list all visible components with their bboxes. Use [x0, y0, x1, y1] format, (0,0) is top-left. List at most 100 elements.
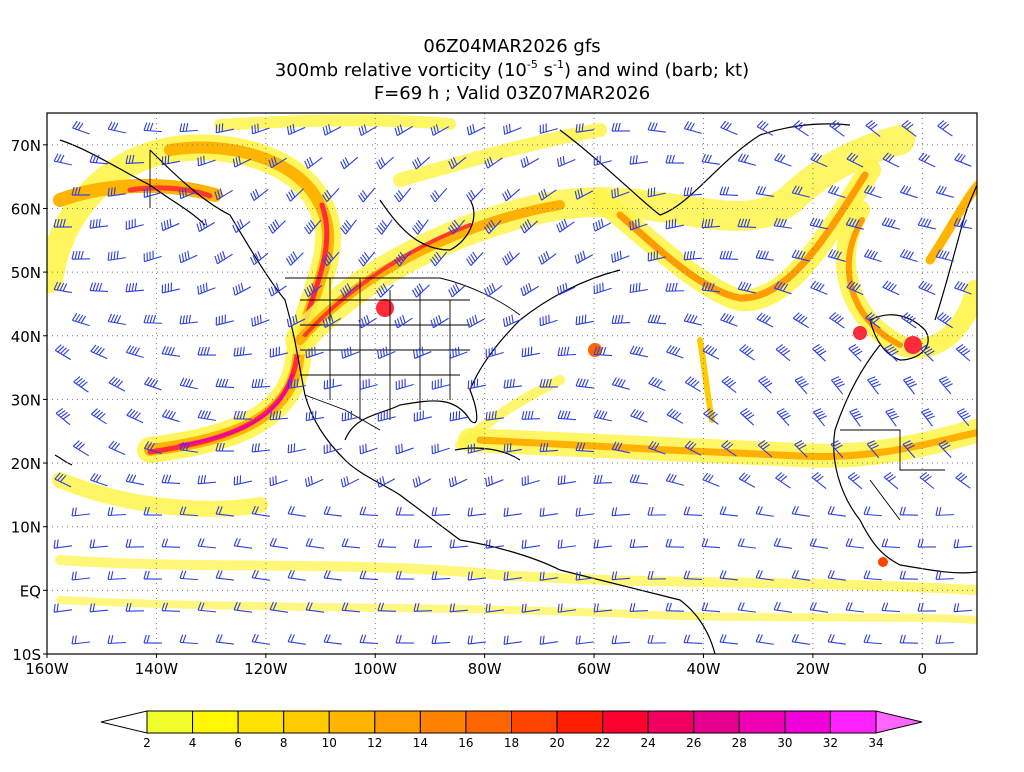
lat-tick-label: 20N	[11, 455, 41, 473]
wind-barb-feather	[528, 347, 529, 355]
wind-barb-feather	[273, 477, 274, 485]
colorbar-label: 16	[458, 736, 473, 750]
wind-barb-feather	[270, 478, 271, 486]
lon-tick-label: 160W	[25, 660, 69, 678]
colorbar-box	[147, 711, 193, 733]
colorbar-box	[420, 711, 466, 733]
wind-barb-feather	[633, 221, 634, 229]
colorbar-box	[785, 711, 831, 733]
colorbar-box	[466, 711, 512, 733]
title-line-3: F=69 h ; Valid 03Z07MAR2026	[374, 83, 650, 104]
vorticity-max-iberia	[904, 336, 922, 354]
wind-barb-feather	[366, 444, 367, 452]
wind-barb-feather	[576, 316, 577, 324]
wind-barb-feather	[306, 412, 307, 420]
colorbar-box	[284, 711, 330, 733]
title-line-1: 06Z04MAR2026 gfs	[423, 36, 600, 57]
wind-barb-feather	[456, 348, 457, 356]
wind-barb-feather	[315, 411, 316, 419]
colorbar-label: 10	[322, 736, 337, 750]
wind-barb-feather	[522, 348, 523, 356]
wind-barb-feather	[399, 445, 400, 453]
wind-barb-feather	[201, 157, 202, 165]
colorbar-box	[375, 711, 421, 733]
wind-barb-shaft	[162, 547, 180, 548]
wind-barb-feather	[453, 349, 454, 357]
wind-barb-feather	[450, 350, 451, 358]
lon-tick-label: 120W	[244, 660, 288, 678]
wind-barb-feather	[612, 190, 613, 198]
wind-barb-shaft	[162, 611, 180, 612]
wind-barb-feather	[618, 188, 619, 196]
colorbar-box	[603, 711, 649, 733]
wind-barb-feather	[162, 156, 163, 164]
colorbar-arrow-high	[876, 711, 922, 733]
lat-tick-label: 40N	[11, 328, 41, 346]
colorbar-label: 6	[234, 736, 242, 750]
colorbar-box	[512, 711, 558, 733]
colorbar-label: 8	[280, 736, 288, 750]
colorbar-label: 12	[367, 736, 382, 750]
lat-tick-label: 30N	[11, 391, 41, 409]
colorbar-box	[557, 711, 603, 733]
wind-barb-feather	[396, 446, 397, 454]
wind-barb-feather	[219, 124, 220, 132]
wind-barb-feather	[312, 411, 313, 419]
wind-barb-feather	[471, 380, 472, 388]
lat-tick-label: 50N	[11, 264, 41, 282]
wind-barb-feather	[165, 156, 166, 164]
colorbar-box	[648, 711, 694, 733]
colorbar-label: 32	[823, 736, 838, 750]
wind-barb-feather	[585, 315, 586, 323]
wind-barb-feather	[276, 476, 277, 484]
wind-barb-feather	[507, 444, 508, 452]
colorbar-label: 4	[189, 736, 197, 750]
wind-barb-feather	[468, 381, 469, 389]
wind-barb-feather	[636, 220, 637, 228]
colorbar-box	[739, 711, 785, 733]
vorticity-band-arctic	[220, 120, 450, 125]
wind-barb-shaft	[378, 547, 396, 548]
vorticity-max-great-lakes	[376, 299, 394, 317]
lat-tick-label: 10N	[11, 519, 41, 537]
wind-barb-feather	[525, 348, 526, 356]
colorbar-box	[329, 711, 375, 733]
lon-tick-label: 60W	[577, 660, 611, 678]
lon-tick-label: 40W	[687, 660, 721, 678]
wind-barb-feather	[639, 219, 640, 227]
wind-barb-feather	[510, 443, 511, 451]
wind-barb-feather	[402, 444, 403, 452]
wind-barb-feather	[477, 379, 478, 387]
colorbar-label: 2	[143, 736, 151, 750]
lat-tick-label: EQ	[20, 582, 41, 600]
wind-barb-feather	[458, 347, 459, 355]
wind-barb-feather	[474, 379, 475, 387]
wind-barb-feather	[579, 316, 580, 324]
wind-barb-feather	[531, 347, 532, 355]
title-line-2: 300mb relative vorticity (10-5 s-1) and …	[275, 58, 749, 81]
lon-tick-label: 20W	[796, 660, 830, 678]
vorticity-max-west-africa	[878, 557, 888, 567]
lon-tick-label: 80W	[468, 660, 502, 678]
colorbar-arrow-low	[101, 711, 147, 733]
wind-barb-feather	[168, 155, 169, 163]
wind-barb-shaft	[378, 611, 396, 612]
colorbar-box	[238, 711, 284, 733]
lon-tick-label: 140W	[135, 660, 179, 678]
vorticity-max-azores	[853, 326, 867, 340]
wind-barb-feather	[363, 445, 364, 453]
colorbar-label: 18	[504, 736, 519, 750]
colorbar-box	[694, 711, 740, 733]
wind-barb-feather	[582, 315, 583, 323]
colorbar-label: 24	[641, 736, 656, 750]
colorbar-label: 28	[732, 736, 747, 750]
colorbar-label: 22	[595, 736, 610, 750]
lat-tick-label: 60N	[11, 200, 41, 218]
lon-tick-label: 0	[918, 660, 928, 678]
colorbar-label: 20	[549, 736, 564, 750]
wind-barb-feather	[615, 189, 616, 197]
lat-tick-label: 70N	[11, 137, 41, 155]
